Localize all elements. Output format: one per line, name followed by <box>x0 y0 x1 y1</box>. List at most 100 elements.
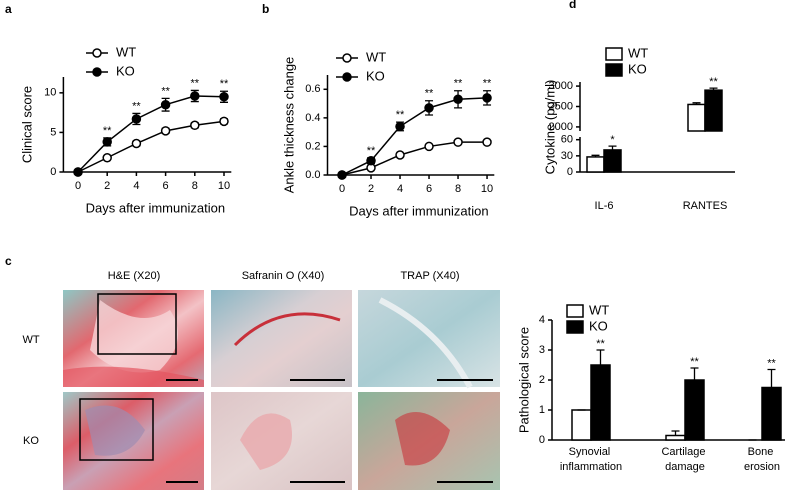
significance: ** <box>454 78 463 90</box>
column-title: TRAP (X40) <box>400 270 459 282</box>
significance: ** <box>132 100 141 112</box>
histology-image <box>211 290 352 387</box>
series-line <box>341 97 488 176</box>
error-bar <box>767 368 776 388</box>
x-tick-label: IL-6 <box>595 200 614 212</box>
error-bar <box>692 102 701 105</box>
y-axis-label: Clinical score <box>19 86 34 163</box>
y-tick-label: 3 <box>539 344 545 356</box>
legend-marker <box>92 67 102 77</box>
bar <box>571 409 592 441</box>
data-point <box>190 120 200 131</box>
error-bar <box>709 87 718 91</box>
bar <box>687 103 706 132</box>
legend-label: KO <box>628 61 647 76</box>
bar <box>684 379 705 441</box>
legend-marker <box>342 53 352 63</box>
tissue <box>378 297 473 389</box>
zoom-box <box>97 293 177 355</box>
data-point <box>424 141 434 152</box>
y-tick-label: 2500 <box>549 100 573 112</box>
error-bar <box>690 367 699 380</box>
bar <box>603 149 622 173</box>
data-point <box>219 116 229 127</box>
data-point <box>160 126 171 136</box>
y-tick-label: 3000 <box>549 80 573 92</box>
histology: c H&E (X20) Safranin O (X40) TRAP (X40) … <box>5 254 500 490</box>
significance: ** <box>596 338 605 350</box>
data-point <box>337 170 347 180</box>
x-tick-label: 6 <box>163 180 169 192</box>
data-point <box>424 103 434 113</box>
x-tick-label-line: inflammation <box>560 461 622 473</box>
series-line <box>77 95 225 173</box>
y-tick-label: 0 <box>50 166 56 178</box>
legend-label: KO <box>366 68 385 83</box>
y-tick-label: 0 <box>567 166 573 178</box>
significance: ** <box>161 85 170 97</box>
data-point <box>453 137 463 147</box>
x-tick-label: 4 <box>397 183 403 195</box>
data-point <box>395 150 405 160</box>
histology-image <box>358 290 500 387</box>
bar <box>704 89 723 132</box>
zoom-box <box>79 398 154 461</box>
tissue <box>85 405 145 456</box>
series-line <box>77 120 225 173</box>
data-point <box>131 114 142 124</box>
data-point <box>219 92 229 102</box>
x-tick-label: RANTES <box>683 200 728 212</box>
x-tick-label: 2 <box>104 180 110 192</box>
x-tick-label-line: Synovial <box>569 446 614 458</box>
legend-swatch <box>605 47 623 61</box>
data-point <box>73 167 83 177</box>
data-point <box>190 91 200 101</box>
row-label: WT <box>22 334 39 346</box>
tissue <box>233 312 341 347</box>
y-tick-label: 30 <box>561 150 573 162</box>
x-tick-label: 8 <box>455 183 461 195</box>
y-tick-label: 0.0 <box>305 169 320 181</box>
panel-label: a <box>5 2 12 16</box>
x-tick-label: Cartilage damage <box>661 446 708 473</box>
bar <box>761 386 782 441</box>
x-axis-label: Days after immunization <box>349 203 488 218</box>
chart: b Ankle thickness change 0.0 0.2 0.4 0.6 0 2 4 6 8… <box>262 2 495 218</box>
data-point <box>482 93 492 103</box>
significance: ** <box>103 125 112 137</box>
significance: ** <box>425 88 434 100</box>
data-point <box>366 155 376 166</box>
legend-marker <box>92 48 102 58</box>
legend-swatch <box>566 304 584 318</box>
significance: ** <box>220 78 229 90</box>
column-title: Safranin O (X40) <box>242 270 325 282</box>
x-tick-label: Bone erosion <box>744 446 780 473</box>
x-tick-label: 0 <box>75 180 81 192</box>
x-tick-label-line: damage <box>665 461 705 473</box>
legend-marker <box>342 72 352 82</box>
y-axis-label: Pathological score <box>516 327 531 433</box>
y-tick-label: 0 <box>539 434 545 446</box>
significance: ** <box>690 356 699 368</box>
legend-label: KO <box>589 318 608 333</box>
x-tick-label: 6 <box>426 183 432 195</box>
legend-label: WT <box>116 44 136 59</box>
significance: ** <box>367 145 376 157</box>
x-tick-label-line: Bone <box>748 446 777 458</box>
column-title: H&E (X20) <box>108 270 161 282</box>
significance: ** <box>396 109 405 121</box>
y-tick-label: 0.2 <box>305 140 320 152</box>
chart: a Clinical score 0 5 10 0 2 4 6 8 10 Days after imm… <box>5 2 232 215</box>
legend-label: KO <box>116 63 135 78</box>
x-axis-label: Days after immunization <box>86 200 225 215</box>
y-tick-label: 1 <box>539 404 545 416</box>
bar <box>665 434 686 441</box>
y-tick-label: 2000 <box>549 121 573 133</box>
significance: ** <box>709 76 718 88</box>
y-tick-label: 60 <box>561 134 573 146</box>
significance: ** <box>767 357 776 369</box>
panel-label: d <box>569 0 576 11</box>
y-tick-label: 5 <box>50 126 56 138</box>
